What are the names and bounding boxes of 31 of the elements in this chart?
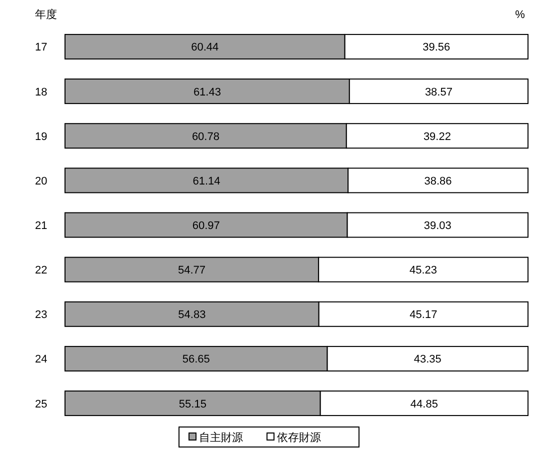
y-axis-title: 年度 <box>35 8 57 21</box>
data-label: 39.22 <box>423 130 451 143</box>
legend-label: 依存財源 <box>277 432 321 444</box>
data-label: 39.03 <box>424 220 452 232</box>
data-label: 45.17 <box>410 309 438 322</box>
y-tick-label: 24 <box>35 354 48 366</box>
data-label: 44.85 <box>410 398 438 410</box>
data-label: 60.78 <box>192 130 220 143</box>
data-label: 56.65 <box>182 354 210 366</box>
data-label: 43.35 <box>414 354 442 366</box>
x-axis-title: % <box>515 9 526 21</box>
y-tick-label: 19 <box>35 130 48 143</box>
y-tick-label: 17 <box>35 42 48 54</box>
data-label: 61.14 <box>192 175 220 188</box>
data-label: 54.77 <box>178 264 206 277</box>
y-tick-label: 20 <box>35 175 48 188</box>
data-label: 54.83 <box>178 309 206 322</box>
data-label: 61.43 <box>193 86 221 98</box>
y-tick-label: 23 <box>35 309 48 322</box>
y-tick-label: 25 <box>35 398 48 410</box>
data-label: 45.23 <box>410 264 438 277</box>
y-tick-label: 21 <box>35 220 48 232</box>
data-label: 60.44 <box>191 42 219 54</box>
y-tick-label: 22 <box>35 264 48 277</box>
data-label: 39.56 <box>422 42 450 54</box>
data-label: 60.97 <box>192 220 220 232</box>
data-label: 55.15 <box>178 398 206 410</box>
data-label: 38.86 <box>424 175 452 188</box>
y-tick-label: 18 <box>35 86 48 98</box>
legend-label: 自主財源 <box>199 431 243 444</box>
data-label: 38.57 <box>424 86 452 98</box>
